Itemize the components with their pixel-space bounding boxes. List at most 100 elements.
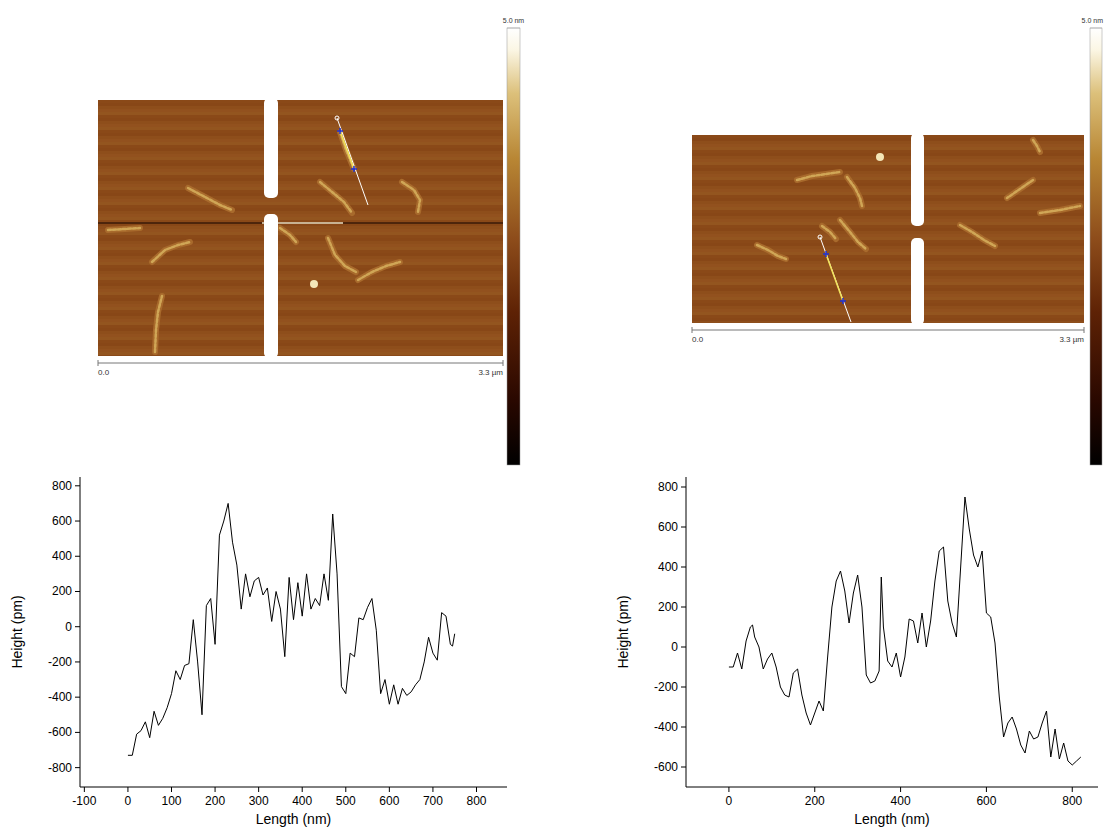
scan-row bbox=[98, 268, 503, 271]
scan-row bbox=[692, 231, 1084, 234]
image-background bbox=[98, 100, 503, 356]
scan-row bbox=[692, 165, 1084, 168]
scan-row bbox=[98, 205, 503, 208]
scan-row bbox=[692, 174, 1084, 177]
y-tick bbox=[681, 567, 686, 568]
scan-row bbox=[98, 226, 503, 229]
scan-row bbox=[98, 223, 503, 226]
scan-row bbox=[692, 213, 1084, 216]
scan-row bbox=[692, 237, 1084, 240]
scan-row bbox=[692, 144, 1084, 147]
scan-row bbox=[98, 106, 503, 109]
colorbar-label: 5.0 nm bbox=[1082, 17, 1104, 24]
y-tick-label: -600 bbox=[654, 760, 678, 774]
y-tick-label: 0 bbox=[65, 620, 72, 634]
strand-halo bbox=[108, 228, 140, 230]
electrode bbox=[264, 214, 278, 356]
y-axis bbox=[80, 477, 81, 787]
scan-row bbox=[692, 168, 1084, 171]
scan-row bbox=[98, 163, 503, 166]
scan-row bbox=[692, 225, 1084, 228]
scan-row bbox=[98, 124, 503, 127]
x-tick bbox=[171, 787, 172, 792]
scan-row bbox=[98, 244, 503, 247]
scan-row bbox=[692, 153, 1084, 156]
strand bbox=[402, 182, 420, 212]
scan-row bbox=[98, 208, 503, 211]
scan-row bbox=[98, 352, 503, 355]
scan-row bbox=[692, 243, 1084, 246]
x-axis bbox=[686, 787, 1098, 788]
colorbar-label: 5.0 nm bbox=[503, 17, 525, 24]
scan-row bbox=[692, 264, 1084, 267]
x-tick bbox=[728, 787, 729, 792]
scan-row bbox=[98, 283, 503, 286]
scan-row bbox=[98, 346, 503, 349]
scan-row bbox=[692, 279, 1084, 282]
y-axis-title: Height (pm) bbox=[9, 595, 25, 668]
x-tick-label: 200 bbox=[805, 794, 825, 808]
scan-row bbox=[692, 141, 1084, 144]
x-tick bbox=[476, 787, 477, 792]
scan-row bbox=[692, 285, 1084, 288]
y-tick bbox=[75, 485, 80, 486]
scan-row bbox=[98, 133, 503, 136]
strand bbox=[960, 225, 995, 246]
scan-row bbox=[692, 216, 1084, 219]
scan-row bbox=[98, 172, 503, 175]
x-tick bbox=[127, 787, 128, 792]
y-tick bbox=[75, 591, 80, 592]
line-chart: 0200400600800-600-400-2000200400600800Le… bbox=[615, 477, 1098, 827]
scan-row bbox=[98, 115, 503, 118]
strand bbox=[847, 177, 862, 206]
scan-row bbox=[692, 138, 1084, 141]
x-tick-label: 700 bbox=[423, 794, 443, 808]
x-tick bbox=[900, 787, 901, 792]
scan-row bbox=[98, 265, 503, 268]
strand bbox=[340, 132, 354, 169]
scan-row bbox=[98, 175, 503, 178]
x-tick-label: 0 bbox=[125, 794, 132, 808]
y-tick-label: 600 bbox=[52, 514, 72, 528]
scan-row bbox=[692, 171, 1084, 174]
scan-row bbox=[98, 112, 503, 115]
profile-cursor bbox=[337, 128, 343, 134]
x-tick-label: 800 bbox=[466, 794, 486, 808]
scale-tick bbox=[1084, 327, 1085, 333]
scan-row bbox=[98, 343, 503, 346]
scan-row bbox=[98, 187, 503, 190]
scan-row bbox=[98, 289, 503, 292]
scan-row bbox=[98, 355, 503, 356]
electrode bbox=[911, 135, 924, 226]
scan-row bbox=[98, 154, 503, 157]
strand-halo bbox=[155, 296, 162, 352]
scan-row bbox=[692, 267, 1084, 270]
y-tick-label: 400 bbox=[52, 549, 72, 563]
profile-start bbox=[335, 116, 339, 120]
scan-row bbox=[692, 192, 1084, 195]
profile-line bbox=[337, 118, 368, 205]
strand-halo bbox=[320, 182, 352, 213]
y-tick bbox=[75, 732, 80, 733]
scan-row bbox=[98, 214, 503, 217]
strand-halo bbox=[152, 242, 190, 262]
scan-row bbox=[692, 135, 1084, 138]
scan-row bbox=[98, 121, 503, 124]
strand-halo bbox=[1007, 180, 1033, 198]
scan-row bbox=[692, 159, 1084, 162]
electrode bbox=[264, 100, 278, 198]
y-tick-label: 600 bbox=[658, 520, 678, 534]
y-tick bbox=[681, 487, 686, 488]
colorbar bbox=[1090, 28, 1102, 465]
scan-row bbox=[98, 190, 503, 193]
scan-row bbox=[98, 199, 503, 202]
profile-start bbox=[818, 235, 822, 239]
scan-row bbox=[692, 276, 1084, 279]
scan-row bbox=[692, 177, 1084, 180]
electrode bbox=[911, 238, 924, 323]
strand-halo bbox=[960, 225, 995, 246]
scan-row bbox=[692, 261, 1084, 264]
scan-row bbox=[98, 277, 503, 280]
scan-row bbox=[692, 300, 1084, 303]
scan-row bbox=[98, 109, 503, 112]
